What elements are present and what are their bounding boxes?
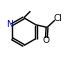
- Text: N: N: [7, 20, 13, 29]
- Text: O: O: [43, 36, 50, 45]
- Text: Cl: Cl: [54, 14, 62, 23]
